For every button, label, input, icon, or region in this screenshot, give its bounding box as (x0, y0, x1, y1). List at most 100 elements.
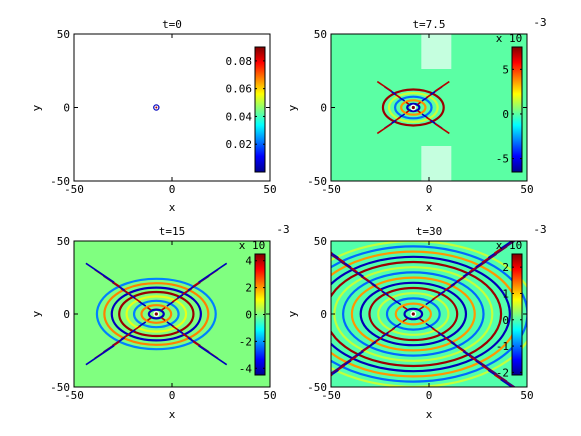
interference-arm (434, 80, 450, 92)
wave-ring (385, 297, 441, 331)
x-axis-label: x (169, 408, 176, 421)
y-tick-label: -50 (307, 381, 327, 394)
y-axis-label: y (30, 104, 43, 111)
interference-arm (402, 318, 408, 323)
x-axis-label: x (169, 201, 176, 214)
colorbar-exponent: x 10 (496, 32, 523, 45)
colorbar-tick-label: 2 (502, 261, 509, 274)
y-tick-label: -50 (307, 175, 327, 188)
x-tick-label: 50 (263, 389, 276, 402)
wave-ring (381, 88, 445, 127)
interference-arm (402, 305, 408, 310)
interference-arm (500, 378, 514, 387)
wave-ring (132, 299, 180, 329)
wave-ring (103, 282, 210, 346)
panel-1: t=0 -50 0 50 50 0 -50 0.08 0.06 0.04 0.02 x y (30, 18, 277, 214)
x-tick-label: -50 (64, 183, 84, 196)
colorbar-tick-label: 0 (502, 314, 509, 327)
colorbar: 2 1 0 -1 -2 (496, 253, 523, 379)
colorbar-exponent: x 10 (239, 239, 266, 252)
source-point (155, 106, 158, 109)
wave-ring (377, 292, 450, 336)
y-tick-label: 0 (320, 308, 327, 321)
colorbar-tick-label: -1 (496, 340, 509, 353)
wave-ring (147, 308, 165, 320)
colorbar-exponent: x 10 (496, 239, 523, 252)
interference-arm (376, 123, 393, 135)
wave-ring (331, 255, 511, 373)
wave-ring (393, 95, 433, 120)
source-point (154, 312, 158, 316)
interference-arm (198, 262, 228, 283)
interference-arm (85, 262, 115, 283)
colorbar-tick-label: 2 (245, 282, 252, 295)
colorbar: 0.08 0.06 0.04 0.02 (226, 46, 266, 173)
colorbar: 4 2 0 -2 -4 (239, 253, 266, 376)
x-tick-label: 0 (426, 183, 433, 196)
wave-ring (342, 271, 485, 357)
axis-ticks: -50 0 50 50 0 -50 (50, 235, 277, 402)
x-tick-label: -50 (321, 389, 341, 402)
y-tick-label: 0 (320, 102, 327, 115)
colorbar-tick-label: 0.06 (226, 83, 253, 96)
y-axis-label: y (30, 310, 43, 317)
x-tick-label: -50 (64, 389, 84, 402)
interference-arm (417, 101, 421, 105)
panel-2: t=7.5 -50 0 50 50 0 -50 50-5 x 10 -3 x y (286, 16, 547, 214)
colorbar-tick-label: -4 (239, 362, 253, 375)
wave-ring (110, 286, 202, 342)
interference-arm (198, 345, 228, 366)
colorbar-tick-label: 1 (502, 287, 509, 300)
y-tick-label: 50 (314, 28, 327, 41)
colorbar-tick-label: 0.08 (226, 55, 253, 68)
y-tick-label: -50 (50, 175, 70, 188)
y-tick-label: 50 (57, 28, 70, 41)
panel-title: t=30 (416, 225, 443, 238)
wave-ring (95, 277, 217, 351)
panel-title: t=0 (162, 18, 182, 31)
source-point (411, 105, 415, 110)
axis-ticks: -50 0 50 50 0 -50 (307, 235, 534, 402)
colorbar-tick-label: 5 (502, 63, 509, 76)
colorbar-exponent-power: -3 (533, 16, 546, 29)
x-tick-label: 0 (169, 183, 176, 196)
wave-ring (350, 276, 476, 352)
x-tick-label: 50 (520, 389, 533, 402)
interference-arm (405, 101, 410, 105)
x-axis-label: x (426, 408, 433, 421)
panel-title: t=7.5 (412, 18, 445, 31)
source-point (411, 312, 415, 316)
interference-arm (405, 110, 410, 114)
x-tick-label: 0 (426, 389, 433, 402)
colorbar: 5 0 -5 (496, 46, 523, 173)
panel-3: t=15 -50 0 50 50 0 -50 4 2 0 -2 -4 x 10 -3 x y (30, 223, 290, 421)
colorbar-tick-label: -2 (239, 335, 252, 348)
x-axis-label: x (426, 201, 433, 214)
colorbar-gradient (254, 46, 266, 173)
y-axis-label: y (286, 310, 299, 317)
interference-arm (419, 318, 425, 323)
y-axis-label: y (286, 104, 299, 111)
wave-ring (125, 295, 188, 333)
wave-ring (394, 302, 432, 326)
colorbar-tick-label: 4 (245, 255, 252, 268)
plot-area (331, 241, 527, 387)
interference-arm (147, 307, 152, 311)
interference-arm (376, 80, 393, 92)
colorbar-tick-label: -5 (496, 153, 509, 166)
wave-ring (331, 245, 527, 383)
x-tick-label: 50 (520, 183, 533, 196)
y-tick-label: 0 (63, 102, 70, 115)
x-tick-label: -50 (321, 183, 341, 196)
wave-ring (118, 290, 195, 338)
colorbar-tick-label: 0.02 (226, 138, 253, 151)
interference-arm (419, 305, 425, 310)
interference-arm (85, 345, 115, 366)
wave-ring (331, 260, 503, 368)
y-tick-label: -50 (50, 381, 70, 394)
colorbar-gradient (511, 253, 523, 376)
interference-arm (147, 317, 152, 321)
y-tick-label: 0 (63, 308, 70, 321)
wave-ring (387, 91, 439, 123)
